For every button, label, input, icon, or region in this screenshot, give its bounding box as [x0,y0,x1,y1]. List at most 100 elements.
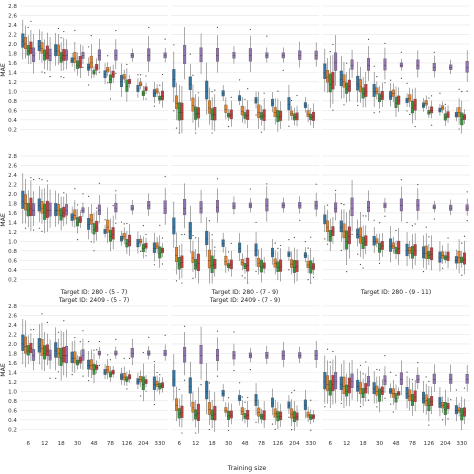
box [421,391,425,404]
outlier-point [181,234,183,236]
box [29,41,33,54]
box [26,345,30,356]
outlier-point [230,242,232,244]
box [158,382,162,390]
box [314,200,318,210]
box [240,407,244,416]
box [331,71,335,90]
box [139,376,143,383]
box [122,373,126,381]
box [375,87,379,95]
box [273,258,277,268]
box [130,205,134,211]
outlier-point [244,277,246,279]
outlier-point [376,368,378,371]
box [290,259,294,268]
box [270,98,274,107]
outlier-point [98,364,100,366]
x-tick-label: 330 [305,441,316,447]
box [265,52,269,59]
box [391,89,395,97]
box [155,242,159,249]
box [232,351,236,360]
box [457,250,461,264]
outlier-point [241,275,243,277]
box [21,334,25,351]
box [122,233,126,240]
box [26,202,30,217]
box [95,364,99,370]
outlier-point [263,92,265,94]
box [460,256,464,263]
outlier-point [30,329,32,331]
box [54,44,58,57]
outlier-point [442,419,444,421]
box [128,374,132,380]
x-tick-label: 126 [273,441,284,447]
outlier-point [184,325,186,327]
outlier-point [142,351,144,354]
box [361,87,365,99]
outlier-point [417,362,419,364]
box [383,202,387,209]
box [114,49,118,61]
x-tick-label: 204 [289,441,300,447]
box [32,349,36,361]
box [111,227,115,240]
outlier-point [216,330,219,332]
box [65,49,69,61]
outlier-point [88,195,90,197]
box [460,408,464,421]
box [248,202,252,209]
box [59,52,63,63]
outlier-point [367,399,370,401]
box [29,197,33,216]
outlier-point [33,328,35,331]
box [216,200,220,213]
y-tick-label: 2.0 [8,192,17,198]
outlier-point [145,390,147,392]
box [73,351,77,364]
y-tick-label: 0.6 [8,258,17,264]
y-tick-label: 1.8 [8,351,17,357]
outlier-point [343,104,345,106]
outlier-point [288,239,290,241]
box [328,229,332,242]
outlier-point [274,242,276,244]
outlier-point [30,177,32,179]
outlier-point [411,225,414,227]
outlier-point [230,96,232,98]
y-axis-label: MAE [0,213,7,227]
outlier-point [400,179,402,181]
box [295,412,299,421]
box [89,359,93,370]
box [270,247,274,258]
outlier-point [38,177,40,180]
box [111,369,115,375]
box [361,236,365,249]
outlier-point [463,387,466,389]
panel-title: Target ID: 2409 - (5 - 7) [58,297,129,304]
y-tick-label: 2.0 [8,42,17,48]
y-tick-label: 2.8 [8,4,17,10]
outlier-point [126,388,128,390]
outlier-point [409,113,411,116]
outlier-point [291,99,293,102]
outlier-point [164,175,166,178]
outlier-point [310,429,312,431]
box [292,260,296,273]
box [328,380,332,396]
outlier-point [60,76,62,78]
box [432,373,436,384]
box [45,200,49,218]
outlier-point [458,128,460,130]
box [243,263,247,270]
y-tick-label: 2.8 [8,154,17,160]
box [309,113,313,121]
x-tick-label: 48 [90,441,98,447]
outlier-point [148,26,150,29]
y-tick-label: 1.0 [8,89,17,95]
outlier-point [161,73,164,76]
outlier-point [373,65,375,67]
box [391,388,395,398]
